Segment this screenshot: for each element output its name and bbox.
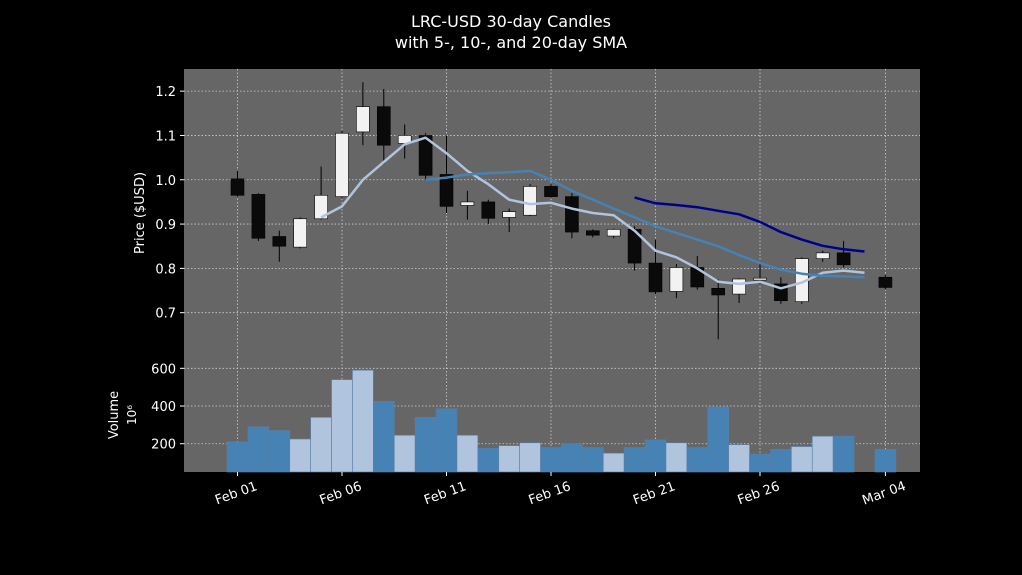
- volume-bar: [811, 435, 834, 473]
- price-tick-label: 1.2: [155, 85, 176, 100]
- candle-body: [648, 262, 663, 293]
- volume-bar: [393, 434, 416, 473]
- volume-bar: [456, 434, 479, 473]
- price-tick-label: 1.1: [155, 129, 176, 144]
- volume-bar: [602, 452, 625, 473]
- volume-bar: [665, 442, 688, 473]
- volume-bar: [749, 453, 771, 473]
- candle-body: [376, 106, 391, 146]
- price-axis-label: Price ($USD): [133, 172, 148, 254]
- volume-bar: [519, 442, 541, 473]
- volume-bar: [791, 446, 813, 473]
- price-tick-label: 0.9: [155, 218, 176, 233]
- candle-body: [293, 218, 308, 248]
- chart-subtitle: with 5-, 10-, and 20-day SMA: [395, 33, 627, 52]
- volume-unit-label: 10⁶: [125, 405, 139, 425]
- volume-bar: [268, 430, 291, 473]
- candle-body: [711, 288, 726, 296]
- volume-bar: [498, 445, 520, 473]
- price-tick-label: 1.0: [155, 174, 176, 189]
- volume-bar: [310, 417, 332, 473]
- volume-bar: [874, 449, 897, 473]
- volume-grid: [184, 357, 920, 472]
- volume-tick-label: 600: [151, 362, 176, 377]
- candle-body: [335, 132, 349, 197]
- sma-lines: [320, 136, 865, 290]
- candle-body: [606, 229, 621, 237]
- volume-y-axis: 200 400 600: [151, 362, 184, 453]
- candle-body: [272, 236, 287, 247]
- volume-bar: [644, 439, 667, 473]
- candle-body: [460, 201, 475, 206]
- candle-body: [836, 252, 851, 266]
- candle-body: [585, 230, 600, 236]
- candle-body: [523, 186, 537, 216]
- chart-title: LRC-USD 30-day Candles: [411, 12, 611, 31]
- volume-bar: [352, 369, 374, 473]
- candle-body: [418, 135, 433, 176]
- candle-body: [565, 196, 579, 233]
- candlesticks: [230, 82, 893, 340]
- volume-bar: [686, 447, 709, 473]
- candle-body: [356, 106, 370, 133]
- candle-body: [481, 201, 496, 219]
- sma10-line: [425, 169, 865, 279]
- price-tick-label: 0.8: [155, 262, 176, 277]
- candle-body: [439, 174, 454, 207]
- price-y-axis: 0.7 0.8 0.9 1.0 1.1 1.2: [155, 85, 184, 322]
- volume-bar: [435, 408, 458, 473]
- volume-bar: [226, 441, 249, 473]
- volume-bar: [728, 444, 750, 473]
- candle-body: [815, 252, 830, 259]
- candle-body: [251, 194, 266, 239]
- volume-bar: [832, 435, 855, 473]
- volume-bar: [561, 443, 583, 473]
- volume-bar: [770, 449, 792, 473]
- price-plot-area: [184, 69, 920, 357]
- volume-tick-label: 200: [151, 438, 176, 453]
- candle-body: [753, 277, 767, 281]
- candle-body: [732, 278, 746, 295]
- price-tick-label: 0.7: [155, 307, 176, 322]
- sma20-line: [634, 196, 865, 253]
- volume-bar: [582, 447, 604, 473]
- volume-bar: [289, 438, 311, 473]
- volume-bar: [414, 417, 437, 473]
- volume-axis-label: Volume: [107, 391, 122, 439]
- candle-body: [544, 186, 558, 197]
- volume-bar: [540, 447, 562, 473]
- sma5-line: [320, 136, 865, 290]
- candle-body: [502, 211, 517, 218]
- candle-body: [669, 267, 684, 292]
- volume-tick-label: 400: [151, 400, 176, 415]
- volume-bar: [707, 406, 729, 473]
- volume-bar: [623, 447, 646, 473]
- volume-bar: [331, 379, 353, 473]
- candle-body: [314, 194, 328, 220]
- candle-body: [878, 276, 893, 288]
- volume-bars: [226, 369, 897, 473]
- volume-bar: [477, 448, 500, 473]
- volume-bar: [373, 401, 395, 473]
- volume-bar: [247, 426, 270, 473]
- candle-body: [230, 178, 245, 196]
